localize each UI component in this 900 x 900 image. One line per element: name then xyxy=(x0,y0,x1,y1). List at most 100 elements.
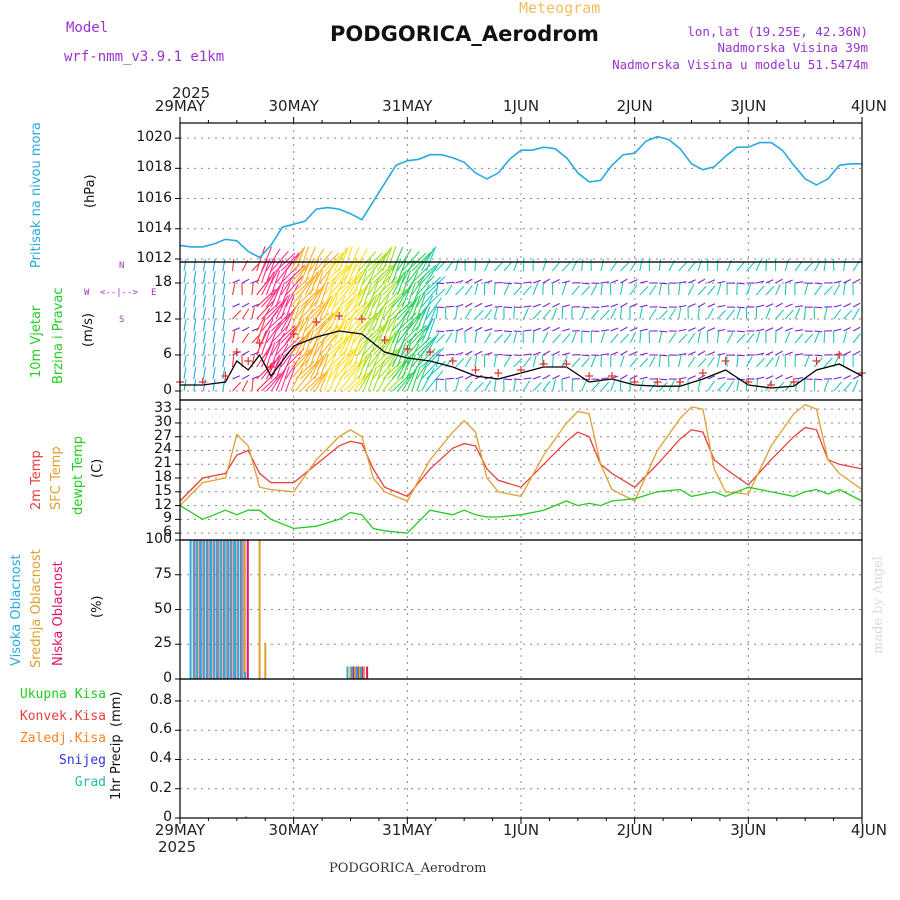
date-label-top: 30MAY xyxy=(268,97,319,115)
wind-arrow xyxy=(362,282,373,308)
wind-arrow xyxy=(659,282,668,285)
wind-arrow xyxy=(338,246,349,272)
wind-arrow xyxy=(697,259,703,272)
pressure-tick-label: 1018 xyxy=(136,159,172,176)
year-top: 2025 xyxy=(172,84,211,102)
wind-arrow xyxy=(387,308,402,332)
wind-arrow xyxy=(411,308,426,332)
wind-arrow xyxy=(464,308,472,320)
wind-arrow xyxy=(755,357,765,368)
wind-arrow xyxy=(265,284,281,308)
wind-arrow xyxy=(590,309,600,320)
wind-arrow xyxy=(183,343,187,356)
wind-arrow xyxy=(411,366,421,392)
wind-arrow xyxy=(232,381,242,392)
wind-arrow xyxy=(474,278,483,284)
wind-arrow xyxy=(484,352,493,356)
wind-arrow xyxy=(251,307,255,320)
wind-arrow xyxy=(343,308,358,332)
wind-arrow xyxy=(629,351,638,356)
wind-arrow xyxy=(629,303,638,308)
wind-arrow xyxy=(600,283,603,296)
wind-arrow xyxy=(193,283,197,296)
wind-arrow xyxy=(697,379,702,392)
wind-arrow xyxy=(513,306,516,320)
wind-arrow xyxy=(542,331,549,344)
wind-arrow xyxy=(823,285,833,296)
wind-arrow xyxy=(202,259,206,272)
wind-arrow xyxy=(852,326,861,332)
wind-arrow xyxy=(736,307,741,320)
wind-arrow xyxy=(436,330,445,333)
wind-arrow xyxy=(299,299,319,320)
cloud-tick-label: 100 xyxy=(145,531,172,547)
wind-arrow xyxy=(843,351,851,356)
wind-arrow xyxy=(333,306,344,332)
wind-arrow xyxy=(353,355,367,380)
wind-arrow xyxy=(372,366,383,392)
wind-arrow xyxy=(445,281,454,284)
cloud-low-bar xyxy=(366,666,369,679)
wind-arrow xyxy=(304,310,323,332)
wind-arrow xyxy=(454,379,460,392)
wind-arrow xyxy=(212,367,216,380)
wind-arrow xyxy=(421,319,433,344)
wind-arrow xyxy=(794,329,803,332)
wind-arrow xyxy=(833,280,842,284)
temp-dewpt-line xyxy=(179,486,863,534)
wind-arrow xyxy=(659,306,668,309)
wind-arrow xyxy=(620,374,628,380)
compass-south: S xyxy=(119,315,125,325)
wind-arrow xyxy=(435,262,445,272)
wind-arrow xyxy=(639,376,648,380)
wind-arrow xyxy=(436,306,445,309)
wind-arrow xyxy=(503,306,513,309)
wind-arrow xyxy=(493,282,496,296)
wind-arrow xyxy=(290,334,308,356)
wind-arrow xyxy=(222,295,226,308)
wind-arrow xyxy=(833,376,842,380)
wind-arrow xyxy=(183,295,187,308)
wind-arrow xyxy=(629,375,638,380)
wind-arrow xyxy=(688,279,696,284)
wind-arrow xyxy=(484,308,493,320)
wind-arrow xyxy=(382,347,401,368)
wind-arrow xyxy=(232,375,241,380)
wind-arrow xyxy=(513,379,517,392)
wind-arrow xyxy=(610,279,619,284)
wind-arrow xyxy=(343,273,361,296)
wind-arrow xyxy=(436,378,445,381)
cloud-high-bar xyxy=(234,540,236,679)
wind-arrow xyxy=(212,331,216,344)
precip-total-bar xyxy=(244,816,247,818)
wind-arrow xyxy=(416,250,434,272)
wind-arrow xyxy=(309,321,326,344)
wind-tick-label: 12 xyxy=(154,310,172,326)
wind-gust-marker xyxy=(335,312,344,320)
wind-arrow xyxy=(280,345,298,368)
wind-gust-marker xyxy=(403,345,412,353)
wind-arrow xyxy=(542,302,551,308)
wind-arrow xyxy=(765,303,774,308)
wind-arrow xyxy=(348,271,362,296)
wind-arrow xyxy=(620,278,628,284)
wind-arrow xyxy=(304,246,316,272)
cloud-high-bar xyxy=(240,540,243,679)
wind-arrow xyxy=(717,352,726,356)
wind-arrow xyxy=(231,331,236,344)
wind-arrow xyxy=(736,282,745,285)
wind-arrow xyxy=(503,261,513,272)
wind-tick-label: 6 xyxy=(163,346,172,362)
wind-arrow xyxy=(813,285,822,296)
wind-arrow xyxy=(756,328,765,332)
wind-arrow xyxy=(571,331,577,344)
wind-arrow xyxy=(367,323,387,344)
legend-graupel: Grad xyxy=(74,775,106,790)
wind-arrow xyxy=(391,330,402,356)
wind-arrow xyxy=(333,247,348,272)
wind-arrow xyxy=(785,279,793,284)
wind-arrow xyxy=(362,295,376,320)
wind-arrow xyxy=(484,332,492,344)
date-label-bottom: 4JUN xyxy=(850,821,887,839)
cloud-mid-bar xyxy=(349,666,352,679)
